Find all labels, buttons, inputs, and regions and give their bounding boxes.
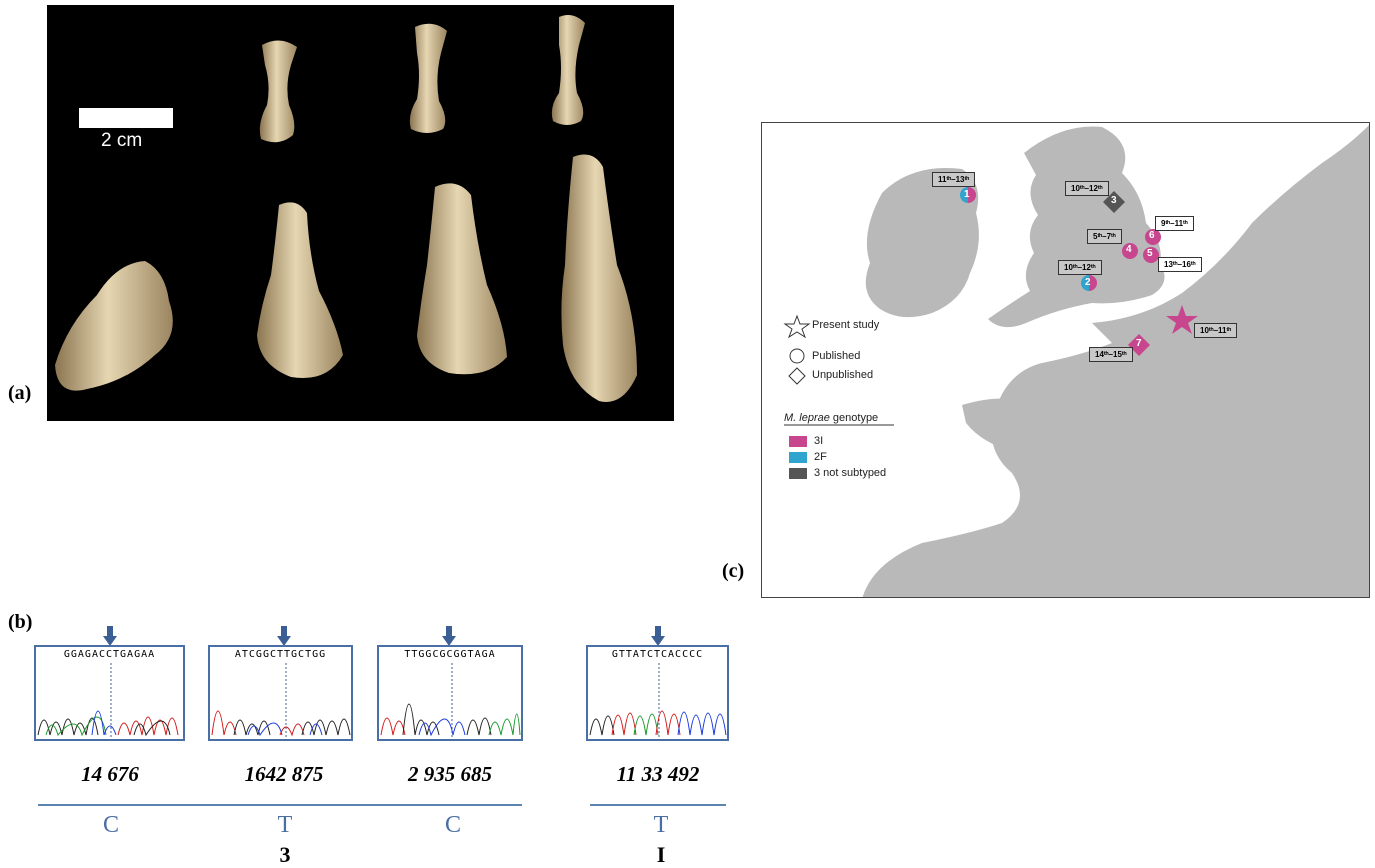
allele-label: T <box>277 812 293 838</box>
chromatogram-3: TTGGCGCGGTAGA <box>377 645 523 741</box>
panel-label-b: (b) <box>8 611 33 633</box>
chromatogram-4: GTTATCTCACCCC <box>586 645 729 741</box>
snp-position: 2 935 685 <box>408 762 492 786</box>
chromatogram-2: ATCGGCTTGCTGG <box>208 645 353 741</box>
legend-diamond-icon <box>788 367 806 385</box>
site-date-label: 11ᵗʰ–13ᵗʰ <box>932 172 976 187</box>
site-number: 6 <box>1149 230 1155 241</box>
panel-label-c: (c) <box>722 560 745 582</box>
site-date-label: 5ᵗʰ–7ᵗʰ <box>1087 229 1122 244</box>
site-date-label: 10ᵗʰ–12ᵗʰ <box>1058 260 1102 275</box>
bone-photo: 2 cm <box>47 5 674 421</box>
sequence-text: ATCGGCTTGCTGG <box>234 649 327 660</box>
sequence-text: TTGGCGCGGTAGA <box>404 649 496 660</box>
site-number: 3 <box>1111 195 1117 206</box>
legend-genotype-title-rest: genotype <box>829 412 879 424</box>
legend-unpublished: Unpublished <box>812 369 874 381</box>
allele-label: C <box>444 812 461 838</box>
site-number: 1 <box>964 189 970 200</box>
legend-star-icon <box>783 314 811 339</box>
chromatogram-trace <box>589 663 727 739</box>
legend-genotype-label: 3I <box>814 435 824 447</box>
legend-genotype-label: 2F <box>814 451 827 463</box>
site-map: 1 2 3 4 5 6 7 11ᵗʰ–13ᵗʰ 10ᵗʰ–12ᵗʰ 10ᵗʰ–1… <box>761 122 1370 598</box>
site-number: 4 <box>1126 244 1132 255</box>
genotype-result: I <box>656 842 666 867</box>
legend-circle-icon <box>789 348 805 364</box>
snp-position: 11 33 492 <box>616 762 700 786</box>
snp-position: 14 676 <box>81 762 139 786</box>
scale-bar <box>79 108 173 128</box>
chromatogram-trace <box>380 663 521 739</box>
legend-present-study: Present study <box>812 319 880 331</box>
legend-genotype-label: 3 not subtyped <box>814 467 887 479</box>
site-date-label: 14ᵗʰ–15ᵗʰ <box>1089 347 1133 362</box>
allele-label: C <box>102 812 119 838</box>
present-study-star-icon <box>1166 305 1198 334</box>
site-number: 2 <box>1085 277 1091 288</box>
legend-published: Published <box>812 350 861 362</box>
site-date-label: 10ᵗʰ–12ᵗʰ <box>1065 181 1109 196</box>
chromatogram-1: GGAGACCTGAGAA <box>34 645 185 741</box>
legend-genotype-title: M. leprae genotype <box>784 412 878 424</box>
site-date-label: 13ᵗʰ–16ᵗʰ <box>1158 257 1202 272</box>
snp-position: 1642 875 <box>244 762 324 786</box>
site-number: 7 <box>1136 338 1142 349</box>
allele-label: T <box>653 812 669 838</box>
genotype-divider <box>38 804 522 806</box>
site-number: 5 <box>1147 248 1153 259</box>
site-date-label: 9ᵗʰ–11ᵗʰ <box>1155 216 1194 231</box>
genotype-divider <box>590 804 726 806</box>
present-site-date-label: 10ᵗʰ–11ᵗʰ <box>1194 323 1238 338</box>
genotype-result: 3 <box>279 842 291 867</box>
chromatogram-trace <box>37 663 179 739</box>
legend-genotype-title-species: M. leprae <box>784 412 830 424</box>
chromatogram-trace <box>211 663 351 739</box>
legend-swatch-2f <box>789 452 807 463</box>
sequence-text: GTTATCTCACCCC <box>611 649 704 660</box>
legend-swatch-3i <box>789 436 807 447</box>
bones-illustration <box>55 15 637 402</box>
panel-label-a: (a) <box>8 382 32 404</box>
scale-bar-label: 2 cm <box>101 130 143 151</box>
legend-swatch-3ns <box>789 468 807 479</box>
snp-arrows <box>103 626 665 646</box>
sequence-text: GGAGACCTGAGAA <box>63 649 156 660</box>
